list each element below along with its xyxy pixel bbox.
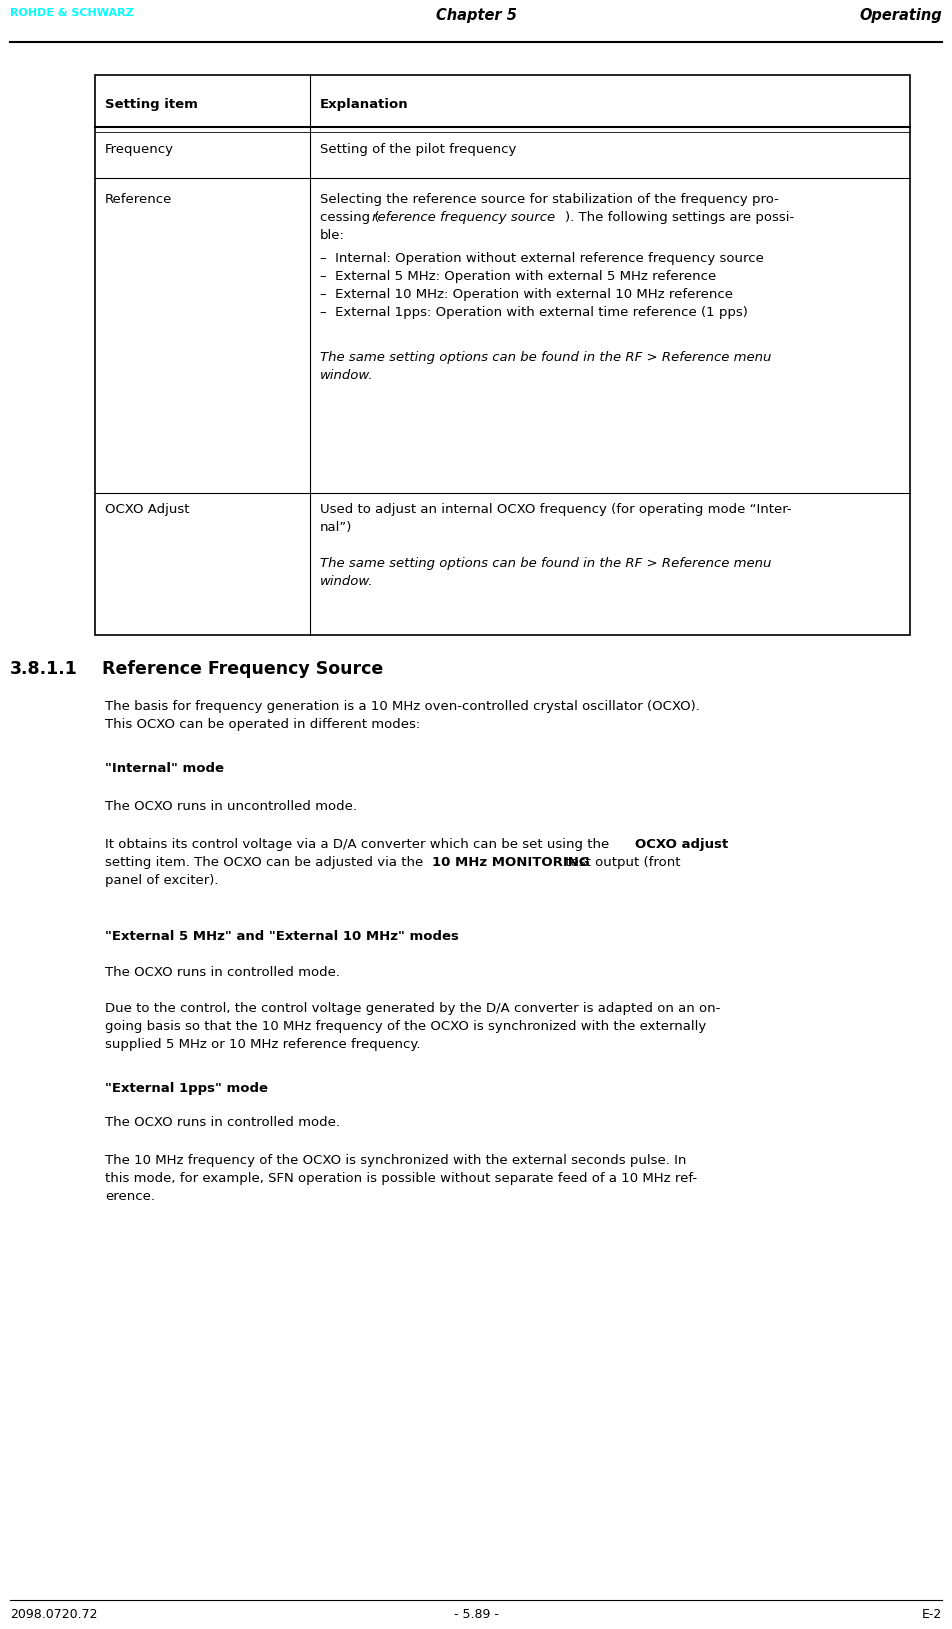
Text: panel of exciter).: panel of exciter).	[105, 875, 219, 888]
Text: Due to the control, the control voltage generated by the D/A converter is adapte: Due to the control, the control voltage …	[105, 1002, 721, 1015]
Text: ). The following settings are possi-: ). The following settings are possi-	[565, 212, 794, 225]
Text: The OCXO runs in controlled mode.: The OCXO runs in controlled mode.	[105, 1116, 340, 1129]
Text: window.: window.	[320, 370, 373, 381]
Text: Frequency: Frequency	[105, 143, 174, 156]
Text: The basis for frequency generation is a 10 MHz oven-controlled crystal oscillato: The basis for frequency generation is a …	[105, 700, 700, 714]
Text: nal”): nal”)	[320, 521, 352, 534]
Text: –  Internal: Operation without external reference frequency source: – Internal: Operation without external r…	[320, 252, 764, 266]
Text: 2098.0720.72: 2098.0720.72	[10, 1608, 97, 1621]
Text: The OCXO runs in uncontrolled mode.: The OCXO runs in uncontrolled mode.	[105, 800, 357, 813]
Text: Chapter 5: Chapter 5	[436, 8, 516, 23]
Text: The 10 MHz frequency of the OCXO is synchronized with the external seconds pulse: The 10 MHz frequency of the OCXO is sync…	[105, 1153, 686, 1166]
Text: Selecting the reference source for stabilization of the frequency pro-: Selecting the reference source for stabi…	[320, 192, 779, 205]
Text: Reference Frequency Source: Reference Frequency Source	[102, 660, 384, 678]
Text: - 5.89 -: - 5.89 -	[453, 1608, 499, 1621]
Text: erence.: erence.	[105, 1191, 155, 1202]
Text: OCXO adjust: OCXO adjust	[635, 837, 728, 850]
Text: This OCXO can be operated in different modes:: This OCXO can be operated in different m…	[105, 718, 420, 731]
Text: Setting item: Setting item	[105, 98, 198, 111]
Text: Setting of the pilot frequency: Setting of the pilot frequency	[320, 143, 516, 156]
Text: "External 5 MHz" and "External 10 MHz" modes: "External 5 MHz" and "External 10 MHz" m…	[105, 930, 459, 943]
Text: Reference: Reference	[105, 192, 172, 205]
Text: The OCXO runs in controlled mode.: The OCXO runs in controlled mode.	[105, 966, 340, 979]
Text: reference frequency source: reference frequency source	[372, 212, 555, 225]
Text: –  External 1pps: Operation with external time reference (1 pps): – External 1pps: Operation with external…	[320, 306, 748, 319]
Text: window.: window.	[320, 575, 373, 588]
Text: E-2: E-2	[922, 1608, 942, 1621]
Text: setting item. The OCXO can be adjusted via the: setting item. The OCXO can be adjusted v…	[105, 855, 427, 868]
Text: "External 1pps" mode: "External 1pps" mode	[105, 1082, 268, 1095]
Text: Used to adjust an internal OCXO frequency (for operating mode “Inter-: Used to adjust an internal OCXO frequenc…	[320, 503, 792, 516]
Text: supplied 5 MHz or 10 MHz reference frequency.: supplied 5 MHz or 10 MHz reference frequ…	[105, 1038, 421, 1051]
Text: 3.8.1.1: 3.8.1.1	[10, 660, 78, 678]
Text: Operating: Operating	[860, 8, 942, 23]
Text: this mode, for example, SFN operation is possible without separate feed of a 10 : this mode, for example, SFN operation is…	[105, 1171, 697, 1184]
Text: ROHDE & SCHWARZ: ROHDE & SCHWARZ	[10, 8, 133, 18]
Text: test output (front: test output (front	[561, 855, 681, 868]
Text: Explanation: Explanation	[320, 98, 408, 111]
Text: "Internal" mode: "Internal" mode	[105, 762, 224, 775]
Text: OCXO Adjust: OCXO Adjust	[105, 503, 189, 516]
Text: going basis so that the 10 MHz frequency of the OCXO is synchronized with the ex: going basis so that the 10 MHz frequency…	[105, 1020, 706, 1033]
Text: –  External 5 MHz: Operation with external 5 MHz reference: – External 5 MHz: Operation with externa…	[320, 270, 716, 283]
Text: The same setting options can be found in the RF > Reference menu: The same setting options can be found in…	[320, 557, 771, 570]
Text: cessing (: cessing (	[320, 212, 380, 225]
Text: 10 MHz MONITORING: 10 MHz MONITORING	[432, 855, 589, 868]
Text: ble:: ble:	[320, 230, 345, 243]
Text: It obtains its control voltage via a D/A converter which can be set using the: It obtains its control voltage via a D/A…	[105, 837, 613, 850]
Text: The same setting options can be found in the RF > Reference menu: The same setting options can be found in…	[320, 350, 771, 363]
Text: –  External 10 MHz: Operation with external 10 MHz reference: – External 10 MHz: Operation with extern…	[320, 288, 733, 301]
